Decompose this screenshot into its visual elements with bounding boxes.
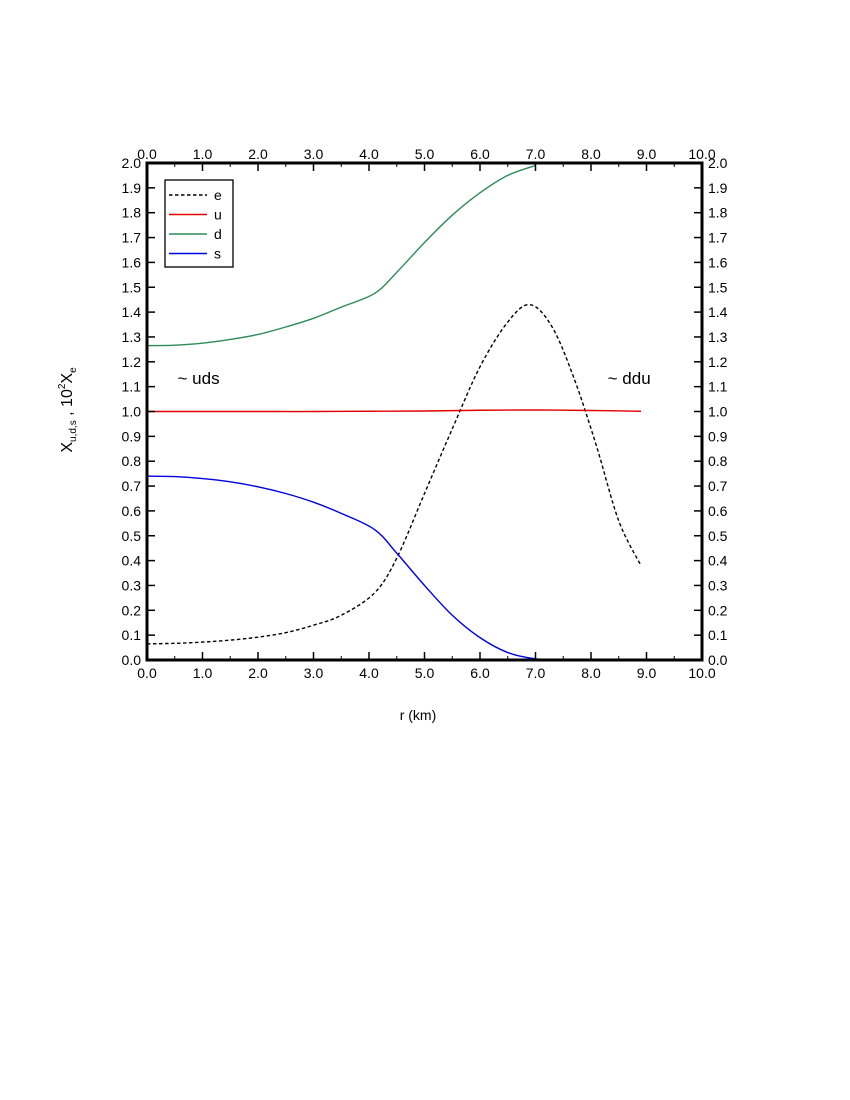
annotation-0: ~ uds (178, 369, 220, 388)
y-tick-label-left: 1.1 (122, 379, 142, 395)
x-tick-label-top: 9.0 (637, 146, 657, 162)
y-tick-label-left: 1.6 (122, 254, 142, 270)
y-tick-label-right: 0.0 (708, 652, 728, 668)
y-tick-label-left: 0.8 (122, 453, 142, 469)
y-label-sup: 2 (57, 383, 68, 389)
y-tick-label-right: 1.9 (708, 180, 728, 196)
x-axis-label: r (km) (400, 707, 437, 723)
y-tick-label-right: 0.6 (708, 503, 728, 519)
y-tick-label-left: 0.0 (122, 652, 142, 668)
x-tick-label-bottom: 1.0 (193, 665, 213, 681)
y-tick-label-left: 1.3 (122, 329, 142, 345)
x-tick-label-bottom: 6.0 (470, 665, 490, 681)
x-tick-label-top: 1.0 (193, 146, 213, 162)
series-line-u (146, 409, 641, 413)
y-tick-label-right: 0.4 (708, 553, 728, 569)
x-tick-label-top: 4.0 (359, 146, 379, 162)
x-tick-label-top: 10.0 (688, 146, 715, 162)
x-tick-label-bottom: 5.0 (415, 665, 435, 681)
x-tick-label-bottom: 7.0 (526, 665, 546, 681)
y-tick-label-right: 0.3 (708, 577, 728, 593)
y-label-sep: , (59, 407, 76, 420)
y-tick-label-left: 0.6 (122, 503, 142, 519)
y-tick-label-left: 1.4 (122, 304, 142, 320)
y-label-sub1: u,d,s (68, 420, 79, 442)
y-tick-label-left: 0.3 (122, 577, 142, 593)
y-tick-label-left: 1.7 (122, 230, 142, 246)
x-tick-label-top: 3.0 (304, 146, 324, 162)
y-tick-label-left: 0.4 (122, 553, 142, 569)
y-axis-label: Xu,d,s , 102Xe (57, 367, 79, 453)
y-label-x1: X (59, 442, 76, 453)
x-tick-label-bottom: 3.0 (304, 665, 324, 681)
legend-label-s: s (214, 246, 221, 262)
x-tick-label-bottom: 2.0 (248, 665, 268, 681)
annotation-1: ~ ddu (608, 369, 651, 388)
y-label-ten: 10 (59, 389, 76, 407)
legend-label-u: u (214, 207, 222, 223)
y-tick-label-right: 1.0 (708, 404, 728, 420)
y-tick-label-left: 2.0 (122, 155, 142, 171)
x-tick-label-top: 2.0 (248, 146, 268, 162)
y-tick-label-left: 0.9 (122, 428, 142, 444)
y-tick-label-left: 1.2 (122, 354, 142, 370)
y-tick-label-left: 1.5 (122, 279, 142, 295)
x-tick-label-top: 6.0 (470, 146, 490, 162)
y-tick-label-right: 1.6 (708, 254, 728, 270)
y-tick-label-right: 0.2 (708, 602, 728, 618)
series-line-d (146, 164, 536, 347)
x-tick-label-bottom: 10.0 (688, 665, 715, 681)
y-label-sub2: e (68, 367, 79, 373)
y-tick-label-left: 1.0 (122, 404, 142, 420)
y-tick-label-right: 1.8 (708, 205, 728, 221)
series-line-s (146, 475, 641, 661)
y-tick-label-right: 0.8 (708, 453, 728, 469)
y-tick-label-right: 1.4 (708, 304, 728, 320)
legend-label-e: e (214, 187, 222, 203)
y-tick-label-left: 1.8 (122, 205, 142, 221)
x-tick-label-top: 8.0 (581, 146, 601, 162)
x-tick-label-top: 5.0 (415, 146, 435, 162)
y-tick-label-right: 0.9 (708, 428, 728, 444)
x-tick-label-top: 0.0 (137, 146, 157, 162)
series-line-e (146, 303, 642, 645)
legend-label-d: d (214, 226, 222, 242)
y-tick-label-left: 0.1 (122, 627, 142, 643)
y-tick-label-right: 0.7 (708, 478, 728, 494)
y-tick-label-right: 1.3 (708, 329, 728, 345)
y-tick-label-right: 1.7 (708, 230, 728, 246)
x-tick-label-bottom: 0.0 (137, 665, 157, 681)
y-tick-label-right: 1.5 (708, 279, 728, 295)
axes: 0.00.01.01.02.02.03.03.04.04.05.05.06.06… (122, 146, 728, 681)
x-tick-label-bottom: 8.0 (581, 665, 601, 681)
x-tick-label-top: 7.0 (526, 146, 546, 162)
annotations: ~ uds ~ ddu (178, 369, 651, 388)
y-tick-label-left: 0.5 (122, 528, 142, 544)
y-tick-label-right: 0.5 (708, 528, 728, 544)
y-tick-label-right: 2.0 (708, 155, 728, 171)
y-tick-label-left: 0.2 (122, 602, 142, 618)
y-tick-label-right: 1.1 (708, 379, 728, 395)
y-tick-label-left: 0.7 (122, 478, 142, 494)
y-tick-label-left: 1.9 (122, 180, 142, 196)
x-tick-label-bottom: 4.0 (359, 665, 379, 681)
y-label-x2: X (59, 373, 76, 384)
x-tick-label-bottom: 9.0 (637, 665, 657, 681)
y-tick-label-right: 0.1 (708, 627, 728, 643)
y-tick-label-right: 1.2 (708, 354, 728, 370)
